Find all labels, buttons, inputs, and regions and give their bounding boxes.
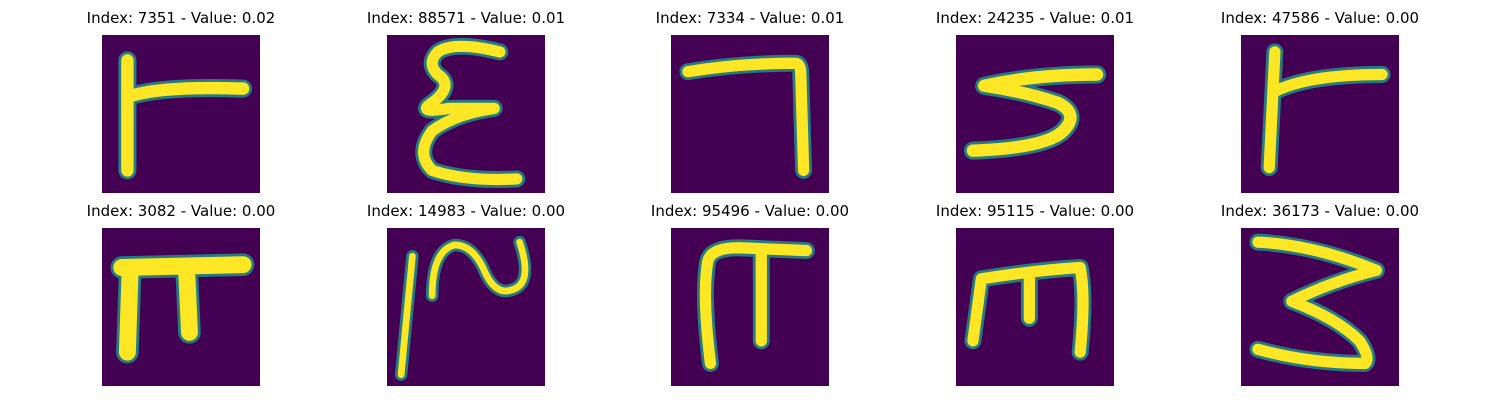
panel-title: Index: 95115 - Value: 0.00 <box>935 202 1135 220</box>
panel-8: Index: 95496 - Value: 0.00 <box>651 201 849 386</box>
glyph-r-shape <box>102 35 260 193</box>
panel-title: Index: 3082 - Value: 0.00 <box>86 202 276 220</box>
panel-4: Index: 24235 - Value: 0.01 <box>936 8 1134 193</box>
glyph-hook-shape <box>671 35 829 193</box>
glyph-m-shape <box>956 228 1114 386</box>
panel-6: Index: 3082 - Value: 0.00 <box>87 201 275 386</box>
panel-title: Index: 14983 - Value: 0.00 <box>366 202 566 220</box>
panel-1: Index: 7351 - Value: 0.02 <box>87 8 275 193</box>
panel-5: Index: 47586 - Value: 0.00 <box>1221 8 1419 193</box>
panel-2: Index: 88571 - Value: 0.01 <box>367 8 565 193</box>
glyph-three-shape <box>1241 228 1399 386</box>
panel-title: Index: 36173 - Value: 0.00 <box>1220 202 1420 220</box>
panel-title: Index: 95496 - Value: 0.00 <box>650 202 850 220</box>
glyph-wave-shape <box>387 228 545 386</box>
panel-7: Index: 14983 - Value: 0.00 <box>367 201 565 386</box>
panel-title: Index: 88571 - Value: 0.01 <box>366 9 566 27</box>
glyph-pi-shape <box>671 228 829 386</box>
panel-3: Index: 7334 - Value: 0.01 <box>656 8 844 193</box>
glyph-pi-shape <box>102 228 260 386</box>
panel-9: Index: 95115 - Value: 0.00 <box>936 201 1134 386</box>
glyph-s-shape <box>956 35 1114 193</box>
glyph-r-shape <box>1241 35 1399 193</box>
panel-title: Index: 47586 - Value: 0.00 <box>1220 9 1420 27</box>
panel-title: Index: 24235 - Value: 0.01 <box>935 9 1135 27</box>
panel-10: Index: 36173 - Value: 0.00 <box>1221 201 1419 386</box>
panel-title: Index: 7334 - Value: 0.01 <box>655 9 845 27</box>
panel-title: Index: 7351 - Value: 0.02 <box>86 9 276 27</box>
glyph-sigma-shape <box>387 35 545 193</box>
